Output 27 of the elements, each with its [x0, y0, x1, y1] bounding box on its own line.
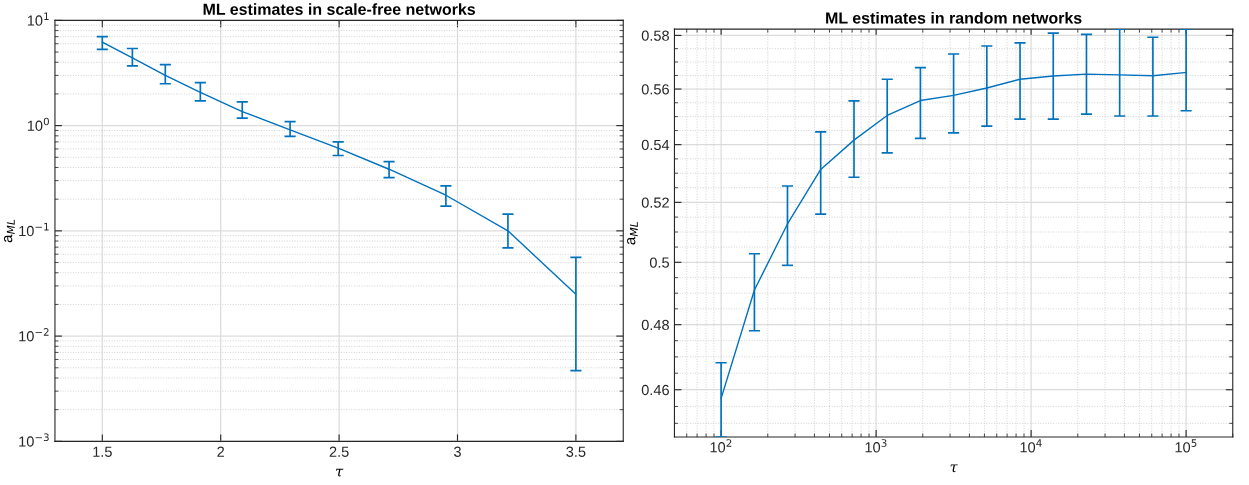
y-tick-label: 0.46 — [641, 384, 669, 396]
y-tick-label: 10$^{−2}$ — [19, 328, 49, 342]
y-tick-label: 10$^{1}$ — [27, 12, 49, 26]
x-tick-label: 2.5 — [329, 446, 349, 457]
y-tick-label: 0.56 — [641, 84, 669, 95]
y-tick-label: 0.52 — [641, 197, 669, 208]
x-tick-label: 10$^{2}$ — [710, 439, 732, 453]
x-axis-title: τ — [950, 464, 958, 473]
x-tick-label: 10$^{3}$ — [865, 439, 887, 453]
y-axis-title: a$_{ML}$ — [627, 222, 638, 245]
x-tick-label: 3.5 — [566, 446, 586, 457]
x-tick-label: 10$^{5}$ — [1175, 439, 1197, 453]
y-tick-label: 10$^{−3}$ — [19, 433, 49, 447]
y-tick-label: 10$^{0}$ — [27, 117, 49, 131]
y-tick-label: 0.54 — [641, 139, 670, 151]
x-axis-title: τ — [336, 468, 344, 477]
y-tick-label: 0.58 — [641, 30, 669, 41]
x-tick-label: 10$^{4}$ — [1020, 439, 1042, 453]
chart-title: ML estimates in scale-free networks — [203, 3, 476, 15]
y-axis-title: a$_{ML}$ — [3, 219, 15, 243]
y-tick-label: 0.5 — [649, 257, 669, 268]
x-tick-label: 3 — [454, 446, 461, 457]
chart-title: ML estimates in random networks — [826, 11, 1082, 24]
x-tick-label: 1.5 — [93, 446, 112, 457]
y-tick-label: 10$^{−1}$ — [19, 223, 49, 237]
y-tick-label: 0.48 — [641, 319, 669, 331]
x-tick-label: 2 — [217, 446, 225, 457]
